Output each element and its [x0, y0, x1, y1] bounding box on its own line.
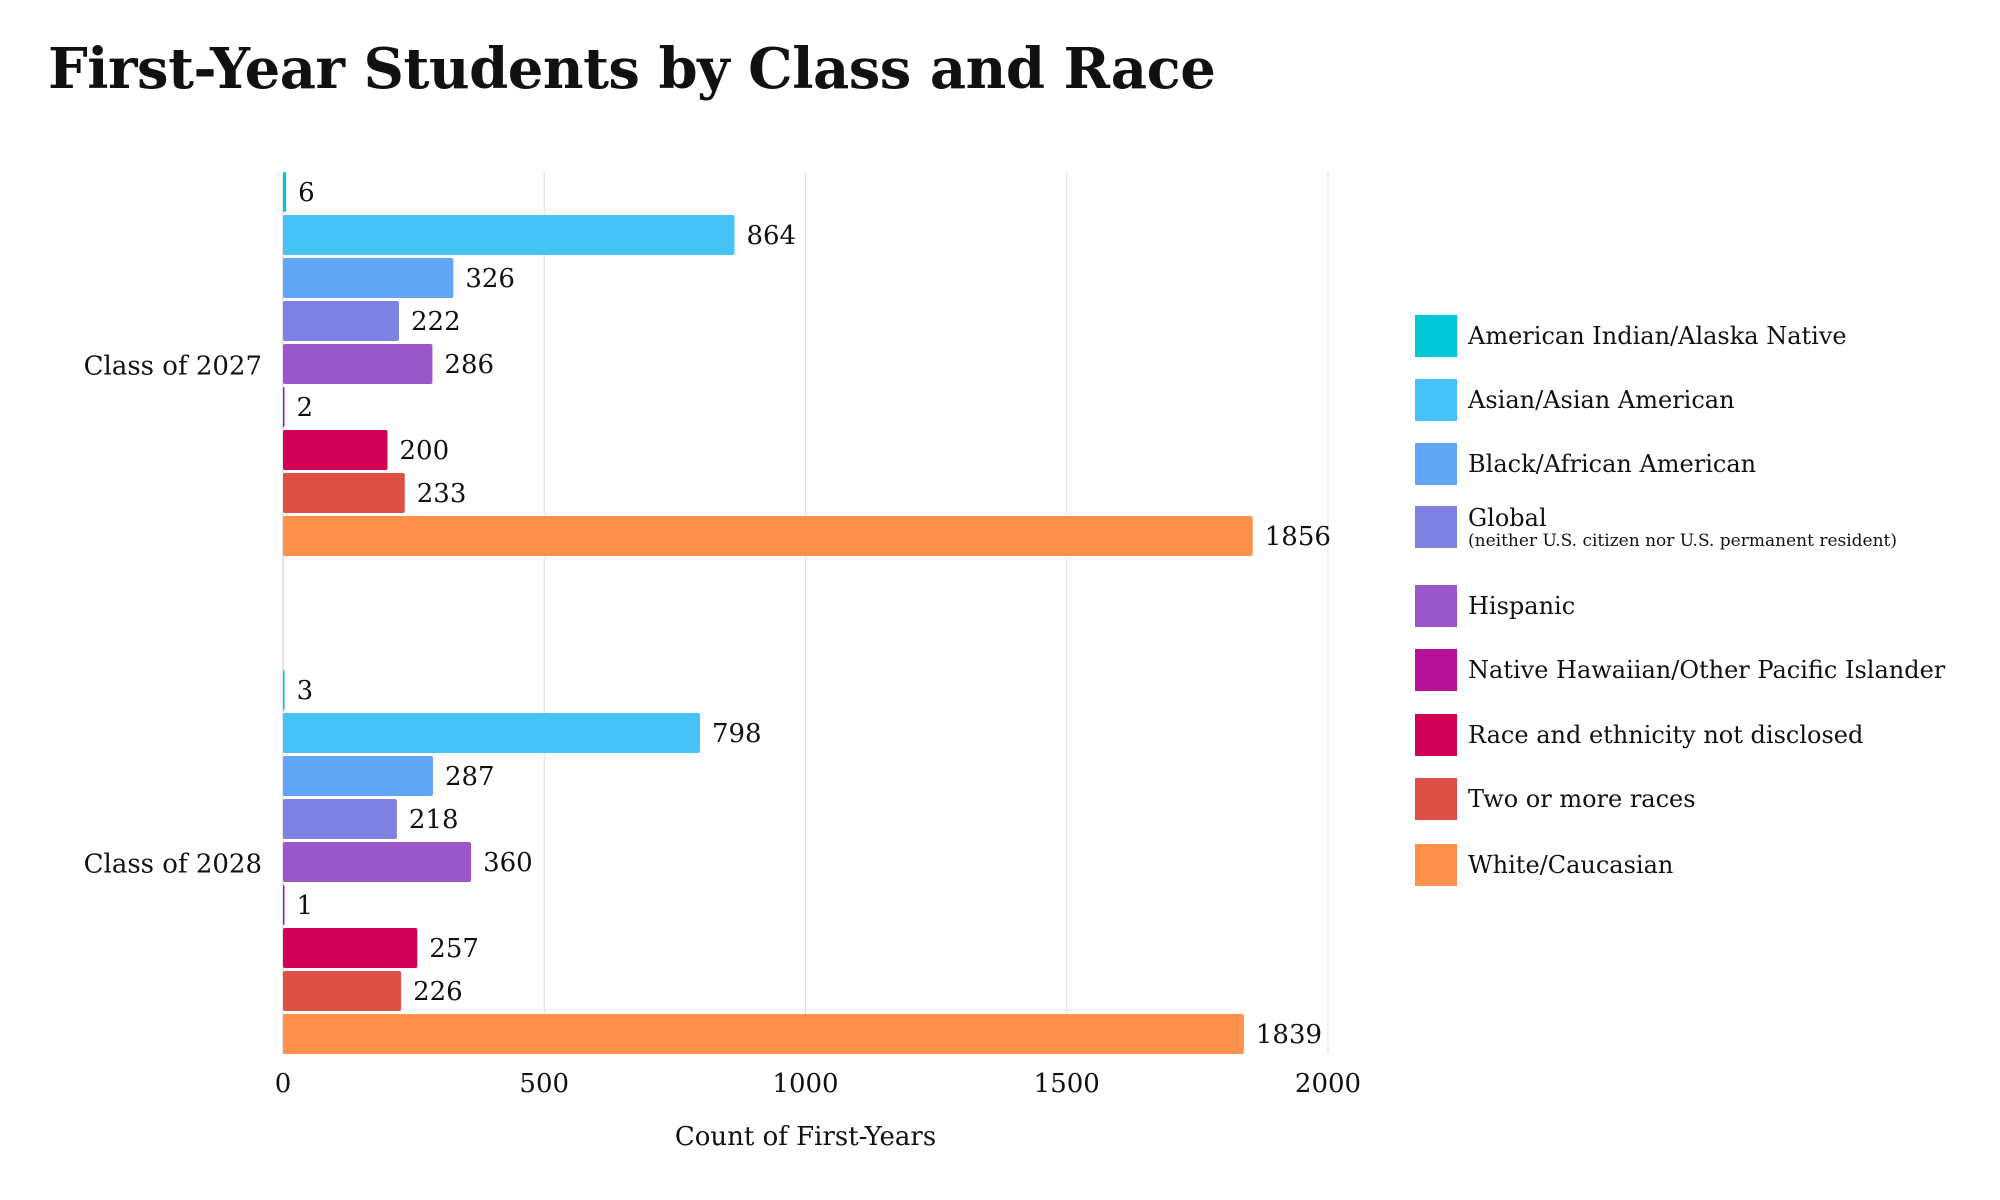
legend-item: White/Caucasian — [1415, 844, 1673, 886]
bar — [283, 928, 418, 968]
bar — [283, 971, 402, 1011]
legend-swatch — [1415, 379, 1457, 421]
bar — [283, 670, 285, 710]
data-label: 3 — [297, 676, 314, 706]
chart-title: First-Year Students by Class and Race — [48, 36, 1216, 102]
bar — [283, 799, 397, 839]
data-label: 286 — [444, 350, 494, 380]
legend-label: Hispanic — [1468, 592, 1575, 620]
legend-label: Race and ethnicity not disclosed — [1468, 721, 1863, 749]
bar — [283, 258, 454, 298]
legend-label-text: Two or more races — [1468, 785, 1696, 813]
legend-swatch — [1415, 844, 1457, 886]
legend-swatch — [1415, 585, 1457, 627]
x-tick-label: 500 — [519, 1069, 569, 1099]
bar — [283, 387, 285, 427]
x-tick-label: 1500 — [1034, 1069, 1100, 1099]
data-label: 200 — [400, 436, 450, 466]
legend-label: Global (neither U.S. citizen nor U.S. per… — [1468, 504, 1897, 550]
legend-item: Two or more races — [1415, 778, 1696, 820]
data-label: 360 — [483, 848, 533, 878]
legend-label: American Indian/Alaska Native — [1468, 322, 1847, 350]
x-tick-label: 2000 — [1295, 1069, 1361, 1099]
legend-label-text: American Indian/Alaska Native — [1468, 322, 1847, 350]
data-label: 287 — [445, 762, 495, 792]
bar — [283, 215, 735, 255]
legend-item: Native Hawaiian/Other Pacific Islander — [1415, 649, 1945, 691]
data-label: 798 — [712, 719, 762, 749]
legend-swatch — [1415, 649, 1457, 691]
data-label: 222 — [411, 307, 461, 337]
bar — [283, 430, 388, 470]
legend-label: Asian/Asian American — [1468, 386, 1735, 414]
x-tick-label: 0 — [275, 1069, 292, 1099]
legend-swatch — [1415, 443, 1457, 485]
legend-item: Hispanic — [1415, 585, 1575, 627]
bar — [283, 713, 700, 753]
legend-item: Black/African American — [1415, 443, 1756, 485]
legend-swatch — [1415, 714, 1457, 756]
bar — [283, 842, 472, 882]
bar — [283, 473, 405, 513]
legend-label: Native Hawaiian/Other Pacific Islander — [1468, 656, 1945, 684]
bar — [283, 885, 285, 925]
legend-label-text: Hispanic — [1468, 592, 1576, 620]
legend-item: Asian/Asian American — [1415, 379, 1735, 421]
legend-item: Global (neither U.S. citizen nor U.S. per… — [1415, 504, 1897, 550]
data-label: 1 — [297, 891, 314, 921]
x-tick-label: 1000 — [772, 1069, 838, 1099]
legend-label-text: Global — [1468, 504, 1547, 532]
data-label: 864 — [746, 221, 796, 251]
legend-label-text: Black/African American — [1468, 450, 1757, 478]
legend-label-text: Race and ethnicity not disclosed — [1468, 721, 1864, 749]
bar — [283, 301, 399, 341]
legend-label-text: Asian/Asian American — [1468, 386, 1735, 414]
data-label: 218 — [409, 805, 459, 835]
x-axis-title: Count of First-Years — [675, 1122, 936, 1152]
category-label: Class of 2028 — [84, 850, 262, 880]
data-label: 257 — [429, 934, 479, 964]
data-label: 2 — [297, 393, 314, 423]
legend-swatch — [1415, 778, 1457, 820]
legend-label: White/Caucasian — [1468, 851, 1673, 879]
legend-label: Black/African American — [1468, 450, 1756, 478]
bar — [283, 516, 1253, 556]
data-label: 6 — [298, 178, 315, 208]
legend-label-text: Native Hawaiian/Other Pacific Islander — [1468, 656, 1946, 684]
legend-label: Two or more races — [1468, 785, 1696, 813]
bar — [283, 756, 433, 796]
data-label: 326 — [465, 264, 515, 294]
category-label: Class of 2027 — [84, 352, 262, 382]
legend-swatch — [1415, 506, 1457, 548]
data-label: 226 — [413, 977, 463, 1007]
legend-item: American Indian/Alaska Native — [1415, 315, 1847, 357]
bar — [283, 344, 433, 384]
bar — [283, 172, 287, 212]
legend-item: Race and ethnicity not disclosed — [1415, 714, 1863, 756]
data-label: 1839 — [1256, 1020, 1322, 1050]
legend-sublabel: (neither U.S. citizen nor U.S. permanent… — [1468, 531, 1898, 551]
data-label: 233 — [417, 479, 467, 509]
bar — [283, 1014, 1244, 1054]
legend-swatch — [1415, 315, 1457, 357]
data-label: 1856 — [1265, 522, 1331, 552]
legend-label-text: White/Caucasian — [1468, 851, 1674, 879]
